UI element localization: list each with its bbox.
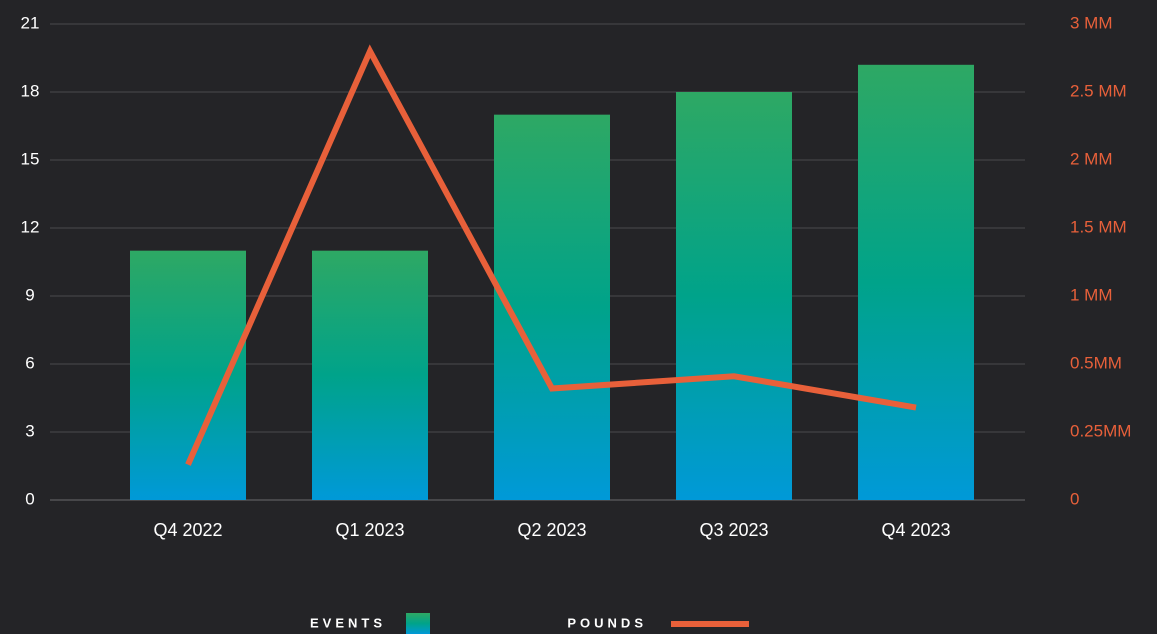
y2-tick-label: 0.25MM	[1070, 421, 1131, 440]
bar	[858, 64, 974, 501]
bar	[676, 92, 792, 500]
x-tick-label: Q3 2023	[699, 520, 768, 540]
legend-label: POUNDS	[567, 615, 647, 630]
y-tick-label: 15	[21, 149, 40, 168]
bar	[312, 250, 428, 500]
y-tick-label: 9	[25, 285, 34, 304]
y-tick-label: 3	[25, 421, 34, 440]
legend-label: EVENTS	[310, 615, 386, 630]
y-tick-label: 6	[25, 353, 34, 372]
y-tick-label: 0	[25, 489, 34, 508]
bar	[494, 114, 610, 501]
y-tick-label: 12	[21, 217, 40, 236]
legend-swatch	[406, 613, 430, 634]
x-tick-label: Q1 2023	[335, 520, 404, 540]
line-series	[185, 44, 917, 466]
x-tick-label: Q2 2023	[517, 520, 586, 540]
y2-tick-label: 0.5MM	[1070, 353, 1122, 372]
y-tick-label: 18	[21, 81, 40, 100]
y2-tick-label: 0	[1070, 489, 1079, 508]
y2-tick-label: 1 MM	[1070, 285, 1113, 304]
x-tick-label: Q4 2023	[881, 520, 950, 540]
y2-tick-label: 3 MM	[1070, 13, 1113, 32]
y2-tick-label: 2.5 MM	[1070, 81, 1127, 100]
y2-tick-label: 2 MM	[1070, 149, 1113, 168]
y-tick-label: 21	[21, 13, 40, 32]
x-tick-label: Q4 2022	[153, 520, 222, 540]
y2-tick-label: 1.5 MM	[1070, 217, 1127, 236]
